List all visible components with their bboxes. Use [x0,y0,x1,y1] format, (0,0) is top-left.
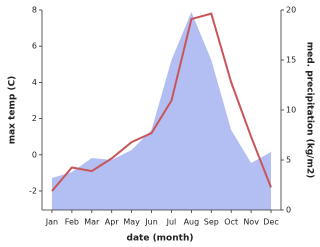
x-tick-label: Mar [84,218,100,227]
x-tick-label: Dec [263,218,278,227]
x-tick-label: Aug [184,218,200,227]
line [51,12,272,192]
y-tick-label: 8 [32,6,37,15]
x-tick-label: Oct [224,218,238,227]
y-tick-label: 0 [32,150,37,159]
x-tick-label: Jul [166,218,177,227]
y-tick-label: -2 [29,186,37,195]
y-tick-label: 2 [32,114,37,123]
y-tick-label: 6 [32,42,37,51]
x-tick-label: Nov [243,218,259,227]
y2-tick-label: 20 [286,6,296,15]
y2-axis-label: med. precipitation (kg/m2) [305,42,315,178]
x-tick-label: Sep [204,218,219,227]
x-tick-label: Jan [45,218,58,227]
x-tick-label: Feb [65,218,79,227]
y-tick-label: 4 [32,78,37,87]
y2-tick-label: 15 [286,56,296,65]
y2-tick-label: 10 [286,106,296,115]
x-tick-label: May [123,218,140,227]
y2-tick-label: 0 [286,206,291,215]
area [51,12,272,210]
x-axis-label: date (month) [127,234,194,244]
y2-tick-label: 5 [286,156,291,165]
y-axis-label: max temp (C) [8,76,18,145]
x-tick-label: Apr [105,218,120,227]
x-tick-label: Jun [144,218,158,227]
